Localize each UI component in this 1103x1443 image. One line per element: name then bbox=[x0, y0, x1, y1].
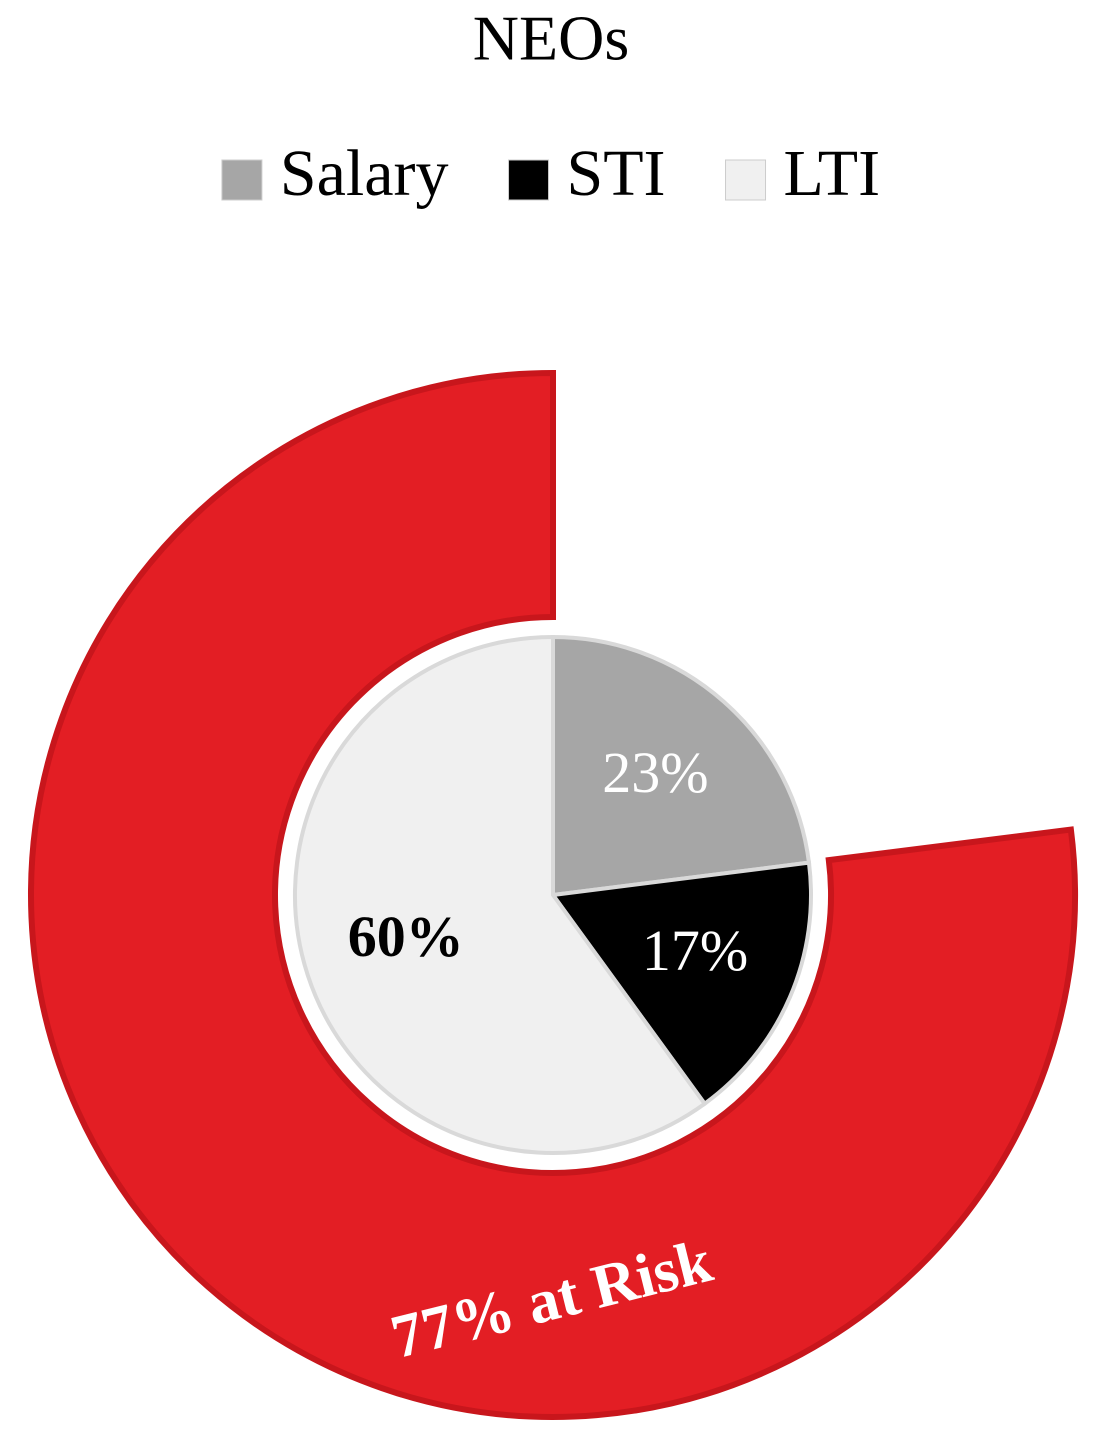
legend-label: STI bbox=[567, 137, 666, 210]
legend-label: Salary bbox=[280, 137, 449, 210]
pie-slice bbox=[549, 860, 813, 1107]
slice-label: 23% bbox=[602, 740, 708, 805]
legend-label: LTI bbox=[784, 137, 881, 210]
legend-item: LTI bbox=[725, 137, 881, 210]
slice-label: 60% bbox=[348, 904, 464, 969]
pie-slice bbox=[551, 634, 812, 898]
pie-slice bbox=[293, 634, 708, 1155]
chart-title: NEOs bbox=[473, 3, 629, 74]
legend-swatch bbox=[221, 159, 263, 201]
legend-item: STI bbox=[508, 137, 666, 210]
legend: Salary STI LTI bbox=[221, 137, 881, 210]
legend-swatch bbox=[725, 159, 767, 201]
legend-swatch bbox=[508, 159, 550, 201]
legend-item: Salary bbox=[221, 137, 449, 210]
risk-ring bbox=[28, 369, 1078, 1420]
slice-label: 17% bbox=[642, 918, 748, 983]
